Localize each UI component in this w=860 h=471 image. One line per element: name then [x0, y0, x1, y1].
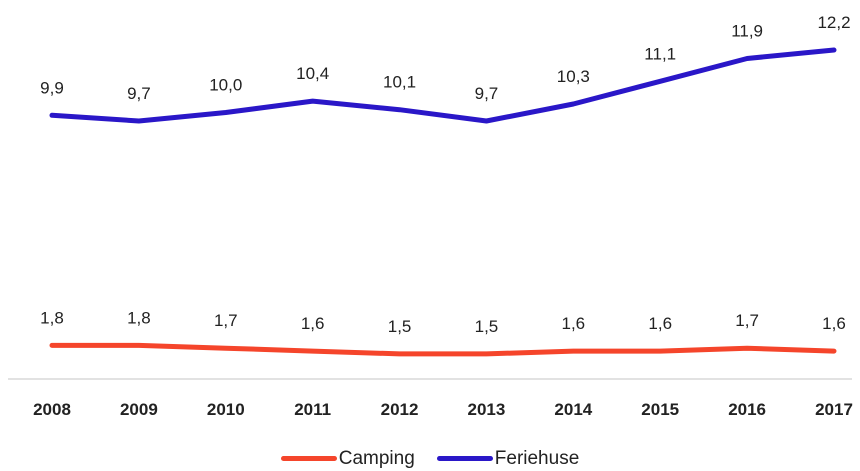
line-chart: 1,8 1,8 1,7 1,6 1,5 1,5 1,6 1,6 1,7 1,6 9,9 9,7 10,0…	[8, 13, 853, 419]
data-label-feriehuse: 12,2	[817, 13, 850, 32]
data-label-camping: 1,8	[127, 308, 151, 327]
data-label-feriehuse: 10,3	[557, 67, 590, 86]
legend-item-camping: Camping	[280, 447, 415, 470]
data-label-feriehuse: 11,9	[731, 22, 763, 41]
x-tick-label: 2013	[468, 400, 506, 419]
data-label-camping: 1,5	[475, 317, 499, 336]
x-tick-label: 2012	[381, 400, 419, 419]
x-tick-label: 2015	[641, 400, 679, 419]
legend-item-feriehuse: Feriehuse	[436, 447, 580, 470]
data-label-feriehuse: 10,1	[383, 73, 416, 92]
x-tick-label: 2011	[294, 400, 331, 419]
data-label-camping: 1,7	[735, 311, 759, 330]
legend-label-feriehuse: Feriehuse	[494, 447, 580, 469]
series-line-feriehuse	[49, 47, 837, 124]
data-label-camping: 1,6	[301, 314, 325, 333]
data-label-feriehuse: 9,9	[40, 78, 64, 97]
data-label-camping: 1,6	[562, 314, 586, 333]
data-label-layer: 1,8 1,8 1,7 1,6 1,5 1,5 1,6 1,6 1,7 1,6 9,9 9,7 10,0…	[40, 13, 850, 336]
x-tick-label: 2010	[207, 400, 245, 419]
legend: Camping Feriehuse	[0, 446, 860, 471]
x-tick-label: 2009	[120, 400, 158, 419]
data-label-feriehuse: 11,1	[644, 44, 676, 63]
legend-swatch-feriehuse	[436, 456, 493, 461]
legend-swatch-camping	[280, 456, 337, 461]
data-label-camping: 1,6	[648, 314, 672, 333]
data-label-camping: 1,5	[388, 317, 412, 336]
data-label-camping: 1,7	[214, 311, 238, 330]
data-label-feriehuse: 9,7	[475, 84, 499, 103]
data-label-feriehuse: 9,7	[127, 84, 151, 103]
x-tick-label: 2016	[728, 400, 766, 419]
x-tick-label: 2014	[554, 400, 592, 419]
data-label-feriehuse: 10,4	[296, 64, 329, 83]
series-layer	[49, 47, 837, 357]
x-tick-label: 2017	[815, 400, 853, 419]
x-tick-layer: 2008 2009 2010 2011 2012 2013 2014 2015 2016 2017	[33, 400, 853, 419]
data-label-feriehuse: 10,0	[209, 76, 242, 95]
x-tick-label: 2008	[33, 400, 71, 419]
data-label-camping: 1,6	[822, 314, 846, 333]
series-line-camping	[49, 342, 837, 357]
legend-label-camping: Camping	[338, 447, 415, 469]
data-label-camping: 1,8	[40, 308, 64, 327]
